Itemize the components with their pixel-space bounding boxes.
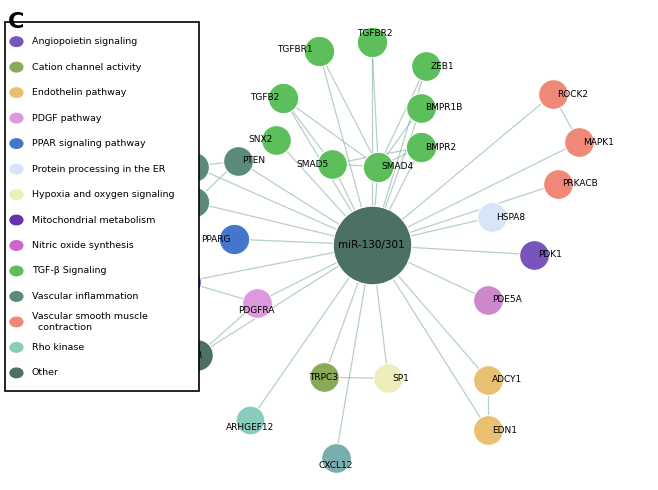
Text: BMPR2: BMPR2 [425,143,456,151]
Point [547,90,558,98]
Point [228,235,239,243]
Text: Angiopoietin signaling: Angiopoietin signaling [32,37,137,46]
Text: PDGF pathway: PDGF pathway [32,114,101,122]
Point [314,48,324,55]
Text: ZEB1: ZEB1 [430,62,454,71]
Point [574,138,584,146]
Point [383,374,393,382]
Point [367,241,377,249]
Text: PPARG: PPARG [201,235,230,244]
Text: BMPR1B: BMPR1B [425,103,463,112]
Text: ESR1: ESR1 [167,198,191,207]
Text: AR: AR [191,351,203,360]
Circle shape [10,266,23,276]
Text: PDE5A: PDE5A [492,295,522,304]
Text: TGFBR2: TGFBR2 [357,29,393,38]
Point [330,454,341,462]
Text: SMAD5: SMAD5 [297,160,329,169]
Point [327,160,338,168]
Text: PTEN: PTEN [242,156,265,165]
Circle shape [10,139,23,148]
Point [233,157,243,165]
Text: ARHGEF12: ARHGEF12 [226,423,274,432]
Point [483,296,494,304]
Text: TGFBR1: TGFBR1 [277,45,313,53]
Circle shape [10,164,23,174]
Text: TRPC3: TRPC3 [309,373,338,382]
Text: Hypoxia and oxygen signaling: Hypoxia and oxygen signaling [32,190,174,199]
Point [483,426,494,434]
Text: TGFB2: TGFB2 [251,94,280,102]
Point [271,136,282,144]
Point [180,278,191,286]
Circle shape [10,343,23,352]
Point [416,104,426,112]
Circle shape [10,241,23,250]
Point [416,143,426,151]
Circle shape [10,113,23,123]
Point [189,163,199,171]
Point [189,198,199,206]
Text: C: C [8,12,24,32]
Point [487,213,497,221]
Bar [5,22,199,391]
Text: TGF-β Signaling: TGF-β Signaling [32,267,106,275]
Text: Endothelin pathway: Endothelin pathway [32,88,126,97]
Point [192,351,203,359]
Point [529,251,540,259]
Text: HSPA8: HSPA8 [496,213,525,221]
Circle shape [10,88,23,98]
Circle shape [10,62,23,72]
Text: PRKACB: PRKACB [562,179,597,188]
Text: Rho kinase: Rho kinase [32,343,84,352]
Text: SP1: SP1 [392,374,409,383]
Point [245,416,255,424]
Point [373,163,384,171]
Text: SMAD4: SMAD4 [382,162,414,171]
Point [483,376,494,384]
Text: PDK1: PDK1 [538,250,562,259]
Circle shape [10,292,23,301]
Text: EDN1: EDN1 [492,426,517,435]
Text: CXCL12: CXCL12 [318,461,353,470]
Point [553,180,563,188]
Circle shape [10,368,23,378]
Text: ADCY1: ADCY1 [492,375,522,384]
Text: NCOA3: NCOA3 [159,162,191,171]
Text: ROCK2: ROCK2 [557,90,588,98]
Circle shape [10,215,23,225]
Text: STAT3: STAT3 [155,277,182,286]
Text: miR-130/301: miR-130/301 [338,240,405,250]
Point [318,373,329,381]
Circle shape [10,317,23,327]
Text: MAPK1: MAPK1 [583,138,614,147]
Circle shape [10,190,23,199]
Text: Protein processing in the ER: Protein processing in the ER [32,165,165,173]
Point [367,38,377,46]
Text: Vascular smooth muscle
  contraction: Vascular smooth muscle contraction [32,312,147,332]
Text: PDGFRA: PDGFRA [238,306,275,315]
Text: Nitric oxide synthesis: Nitric oxide synthesis [32,241,134,250]
Text: Other: Other [32,368,59,377]
Text: Vascular inflammation: Vascular inflammation [32,292,138,301]
Point [278,94,288,102]
Point [251,299,262,307]
Text: SNX2: SNX2 [249,135,273,144]
Circle shape [10,37,23,47]
Point [421,62,432,70]
Text: PPAR signaling pathway: PPAR signaling pathway [32,139,145,148]
Text: Mitochondrial metabolism: Mitochondrial metabolism [32,216,155,224]
Text: Cation channel activity: Cation channel activity [32,63,141,72]
